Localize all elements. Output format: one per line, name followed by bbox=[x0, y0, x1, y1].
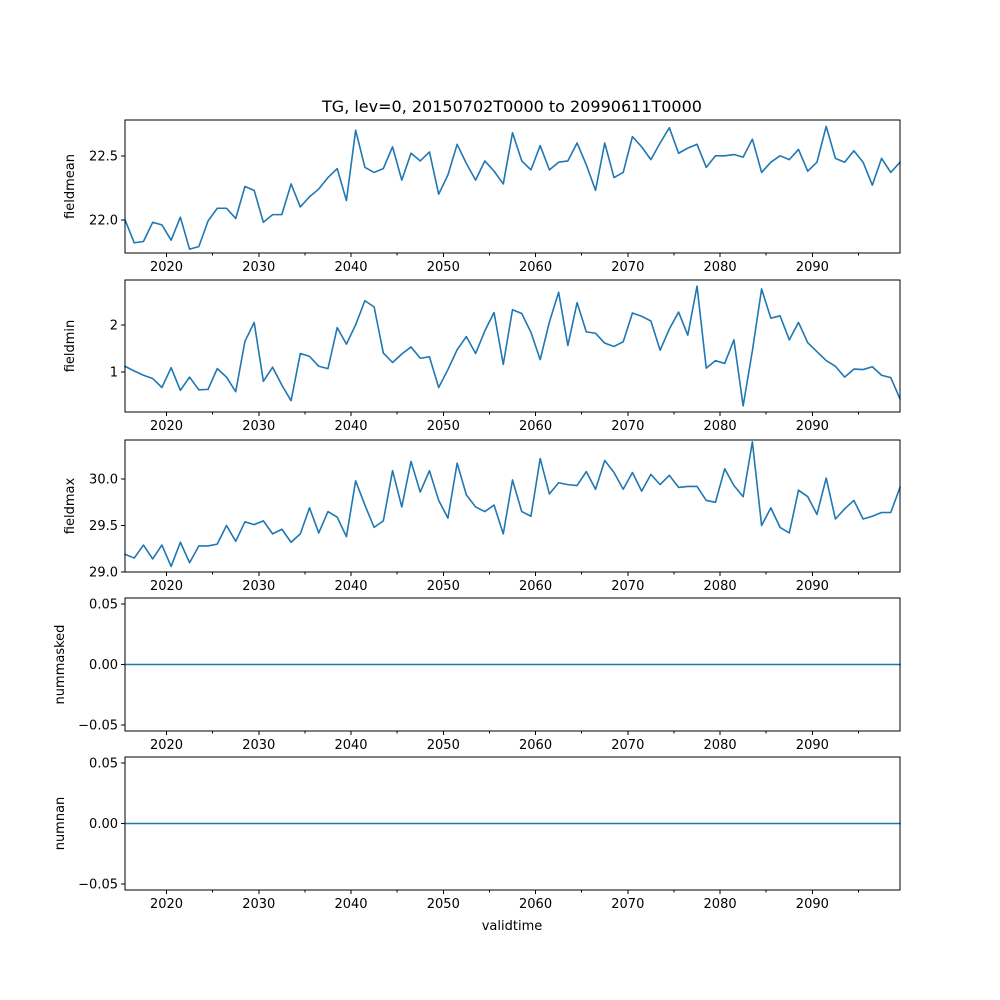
numnan-xtick-label: 2070 bbox=[611, 897, 644, 912]
fieldmin-axes-frame bbox=[124, 279, 901, 413]
nummasked-xtick-label: 2050 bbox=[427, 738, 460, 753]
fieldmax-xtick-label: 2060 bbox=[519, 579, 552, 594]
numnan-ytick-label: −0.05 bbox=[78, 877, 118, 892]
chart-title: TG, lev=0, 20150702T0000 to 20990611T000… bbox=[321, 97, 702, 116]
fieldmax-series-line bbox=[123, 441, 902, 568]
numnan-axes-frame bbox=[124, 756, 901, 891]
nummasked-xtick-label: 2030 bbox=[242, 738, 275, 753]
nummasked-ytick-label: 0.00 bbox=[89, 658, 118, 673]
nummasked-ytick-label: 0.05 bbox=[89, 598, 118, 613]
numnan-xtick-label: 2080 bbox=[704, 897, 737, 912]
panel-fieldmin: 1 2 2020 2030 2040 2050 2060 2070 2080 2090 fieldm… bbox=[63, 279, 902, 434]
fieldmin-ylabel: fieldmin bbox=[63, 320, 78, 373]
nummasked-xtick-label: 2060 bbox=[519, 738, 552, 753]
fieldmean-ytick-label: 22.5 bbox=[89, 149, 118, 164]
numnan-xtick-label: 2090 bbox=[796, 897, 829, 912]
fieldmean-series-line bbox=[123, 125, 902, 250]
fieldmax-axes-frame bbox=[124, 439, 901, 573]
numnan-xtick-label: 2020 bbox=[150, 897, 183, 912]
fieldmean-xtick-label: 2060 bbox=[519, 260, 552, 275]
numnan-xtick-label: 2050 bbox=[427, 897, 460, 912]
fieldmean-ylabel: fieldmean bbox=[63, 154, 78, 219]
fieldmax-ytick-label: 30.0 bbox=[89, 473, 118, 488]
panel-fieldmean: 22.0 22.5 2020 2030 2040 2050 2060 2070 2080 2090… bbox=[63, 119, 902, 275]
fieldmean-ytick-label: 22.0 bbox=[89, 213, 118, 228]
fieldmin-xtick-label: 2040 bbox=[334, 419, 367, 434]
fieldmax-ylabel: fieldmax bbox=[63, 478, 78, 535]
nummasked-ylabel: nummasked bbox=[53, 625, 68, 705]
fieldmin-ytick-label: 2 bbox=[110, 318, 118, 333]
fieldmin-xtick-label: 2050 bbox=[427, 419, 460, 434]
nummasked-xtick-label: 2020 bbox=[150, 738, 183, 753]
fieldmin-xtick-label: 2080 bbox=[704, 419, 737, 434]
fieldmin-xtick-label: 2020 bbox=[150, 419, 183, 434]
numnan-xtick-label: 2030 bbox=[242, 897, 275, 912]
fieldmean-xtick-label: 2040 bbox=[334, 260, 367, 275]
fieldmean-xtick-label: 2030 bbox=[242, 260, 275, 275]
fieldmin-xtick-label: 2070 bbox=[611, 419, 644, 434]
numnan-ytick-label: 0.05 bbox=[89, 757, 118, 772]
panels: 22.0 22.5 2020 2030 2040 2050 2060 2070 2080 2090… bbox=[53, 119, 902, 912]
fieldmin-series-line bbox=[123, 285, 902, 407]
nummasked-xtick-label: 2040 bbox=[334, 738, 367, 753]
fieldmin-xtick-label: 2060 bbox=[519, 419, 552, 434]
fieldmean-xtick-label: 2050 bbox=[427, 260, 460, 275]
numnan-xtick-label: 2040 bbox=[334, 897, 367, 912]
fieldmax-xtick-label: 2050 bbox=[427, 579, 460, 594]
fieldmax-xtick-label: 2020 bbox=[150, 579, 183, 594]
fieldmean-xtick-label: 2070 bbox=[611, 260, 644, 275]
x-axis-label: validtime bbox=[482, 919, 543, 934]
fieldmean-xtick-label: 2090 bbox=[796, 260, 829, 275]
numnan-xtick-label: 2060 bbox=[519, 897, 552, 912]
fieldmin-xtick-label: 2090 bbox=[796, 419, 829, 434]
fieldmean-xtick-label: 2080 bbox=[704, 260, 737, 275]
fieldmax-xtick-label: 2080 bbox=[704, 579, 737, 594]
fieldmax-xtick-label: 2090 bbox=[796, 579, 829, 594]
fieldmin-ytick-label: 1 bbox=[110, 365, 118, 380]
panel-nummasked: −0.05 0.00 0.05 2020 2030 2040 2050 2060 2070 208… bbox=[53, 597, 901, 753]
nummasked-ytick-label: −0.05 bbox=[78, 718, 118, 733]
fieldmax-ytick-label: 29.5 bbox=[89, 519, 118, 534]
numnan-ylabel: numnan bbox=[53, 797, 68, 851]
fieldmax-ytick-label: 29.0 bbox=[89, 566, 118, 581]
nummasked-axes-frame bbox=[124, 597, 901, 732]
fieldmax-xtick-label: 2030 bbox=[242, 579, 275, 594]
fieldmean-xtick-label: 2020 bbox=[150, 260, 183, 275]
nummasked-xtick-label: 2070 bbox=[611, 738, 644, 753]
nummasked-xtick-label: 2090 bbox=[796, 738, 829, 753]
fieldmin-xtick-label: 2030 bbox=[242, 419, 275, 434]
fieldmean-axes-frame bbox=[124, 119, 901, 254]
panel-fieldmax: 29.0 29.5 30.0 2020 2030 2040 2050 2060 2070 2080… bbox=[63, 439, 902, 594]
panel-numnan: −0.05 0.00 0.05 2020 2030 2040 2050 2060 2070 208… bbox=[53, 756, 901, 912]
fieldmax-xtick-label: 2070 bbox=[611, 579, 644, 594]
nummasked-xtick-label: 2080 bbox=[704, 738, 737, 753]
fieldmax-xtick-label: 2040 bbox=[334, 579, 367, 594]
numnan-ytick-label: 0.00 bbox=[89, 817, 118, 832]
